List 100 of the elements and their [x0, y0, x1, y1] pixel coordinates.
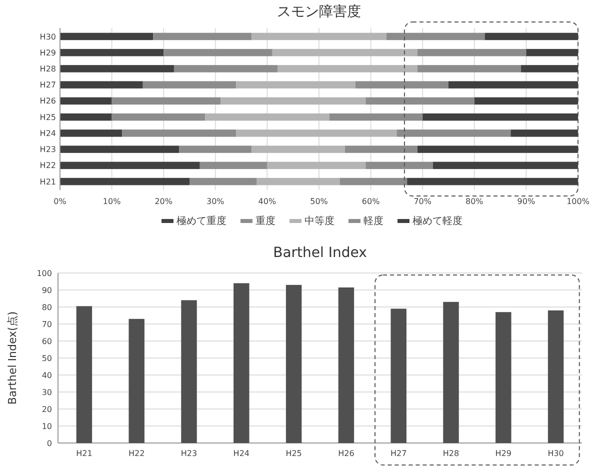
bar: [417, 48, 526, 56]
bar: [256, 178, 340, 186]
bar: [142, 81, 236, 88]
x-tick-label: 30%: [206, 197, 225, 206]
legend-label: 重度: [256, 215, 276, 227]
y-tick-label: H27: [40, 80, 56, 90]
x-tick-label: H28: [442, 449, 460, 458]
y-tick-label: H24: [40, 128, 56, 138]
x-tick-label: H23: [180, 449, 198, 458]
bar: [484, 32, 578, 40]
bar: [344, 146, 418, 153]
bar: [60, 162, 200, 170]
bar: [60, 130, 122, 137]
bar: [422, 113, 578, 121]
bar: [407, 178, 578, 186]
bar: [122, 130, 236, 137]
bar: [174, 65, 278, 72]
bar: [252, 32, 386, 40]
y-tick-label: 0: [46, 438, 52, 448]
y-tick-label: 40: [42, 370, 52, 380]
bar: [60, 81, 143, 88]
bar: [548, 310, 564, 443]
bar: [417, 146, 578, 153]
x-tick-label: 60%: [362, 197, 380, 206]
x-tick-label: 90%: [517, 197, 536, 206]
y-tick-label: H25: [40, 112, 56, 122]
bar: [496, 312, 512, 443]
x-tick-label: 10%: [102, 197, 122, 206]
y-tick-label: H30: [40, 32, 56, 42]
y-tick-label: H21: [40, 177, 56, 186]
x-tick-label: H25: [286, 449, 302, 458]
bar: [286, 284, 302, 443]
bar: [60, 113, 112, 121]
bar: [340, 178, 408, 186]
x-tick-label: 80%: [466, 197, 484, 206]
y-tick-label: 90: [42, 286, 52, 295]
bar: [267, 162, 366, 170]
x-tick-label: H30: [548, 449, 564, 458]
chart-title: Barthel Index: [273, 245, 367, 261]
bar: [200, 162, 268, 170]
bar: [521, 65, 578, 72]
bar: [474, 97, 578, 105]
bar: [112, 97, 221, 105]
x-tick-label: H29: [495, 449, 512, 458]
bar: [60, 48, 164, 56]
y-tick-label: 50: [42, 354, 52, 363]
legend-label: 極めて重度: [176, 215, 226, 227]
bar: [252, 146, 345, 153]
bar: [181, 300, 197, 443]
bar: [179, 146, 252, 153]
bar: [76, 306, 92, 443]
bar: [448, 81, 578, 88]
legend-label: 中等度: [304, 215, 334, 227]
bar: [338, 287, 354, 443]
bar: [164, 48, 272, 56]
bar: [366, 97, 474, 105]
bar: [234, 283, 250, 443]
legend-label: 軽度: [364, 215, 384, 227]
x-tick-label: H24: [233, 449, 250, 458]
y-tick-label: H26: [40, 96, 56, 106]
y-tick-label: H29: [40, 48, 56, 58]
bar: [236, 130, 397, 137]
bar: [366, 162, 433, 170]
bar: [220, 97, 366, 105]
bar: [432, 162, 578, 170]
bar: [443, 302, 459, 443]
x-tick-label: 100%: [566, 197, 590, 206]
bar: [386, 32, 485, 40]
y-tick-label: 20: [42, 404, 52, 414]
x-tick-label: 50%: [310, 197, 328, 206]
bar: [205, 113, 330, 121]
bar: [390, 308, 406, 443]
y-tick-label: 30: [42, 388, 52, 397]
bar: [60, 65, 174, 72]
x-tick-label: H26: [338, 449, 354, 458]
bar: [510, 130, 578, 137]
bar: [417, 65, 522, 72]
y-tick-label: H22: [40, 161, 56, 170]
chart-title: スモン障害度: [277, 4, 361, 20]
x-tick-label: H21: [76, 449, 92, 458]
x-tick-label: 40%: [258, 197, 276, 206]
bar: [329, 113, 423, 121]
bar: [60, 97, 112, 105]
x-tick-label: H22: [128, 449, 145, 458]
bar: [153, 32, 252, 40]
bar: [128, 318, 144, 443]
y-axis-title: Barthel Index(点): [6, 311, 19, 405]
bar: [60, 146, 180, 153]
y-tick-label: 10: [42, 422, 52, 431]
y-tick-label: 80: [42, 302, 52, 312]
y-tick-label: 60: [42, 336, 52, 346]
bar: [396, 130, 511, 137]
bar: [190, 178, 257, 186]
x-tick-label: 70%: [414, 197, 432, 206]
bar: [272, 48, 418, 56]
bar: [355, 81, 448, 88]
bar: [60, 32, 154, 40]
y-tick-label: 100: [36, 268, 52, 278]
x-tick-label: 20%: [154, 197, 173, 206]
bar: [278, 65, 418, 72]
